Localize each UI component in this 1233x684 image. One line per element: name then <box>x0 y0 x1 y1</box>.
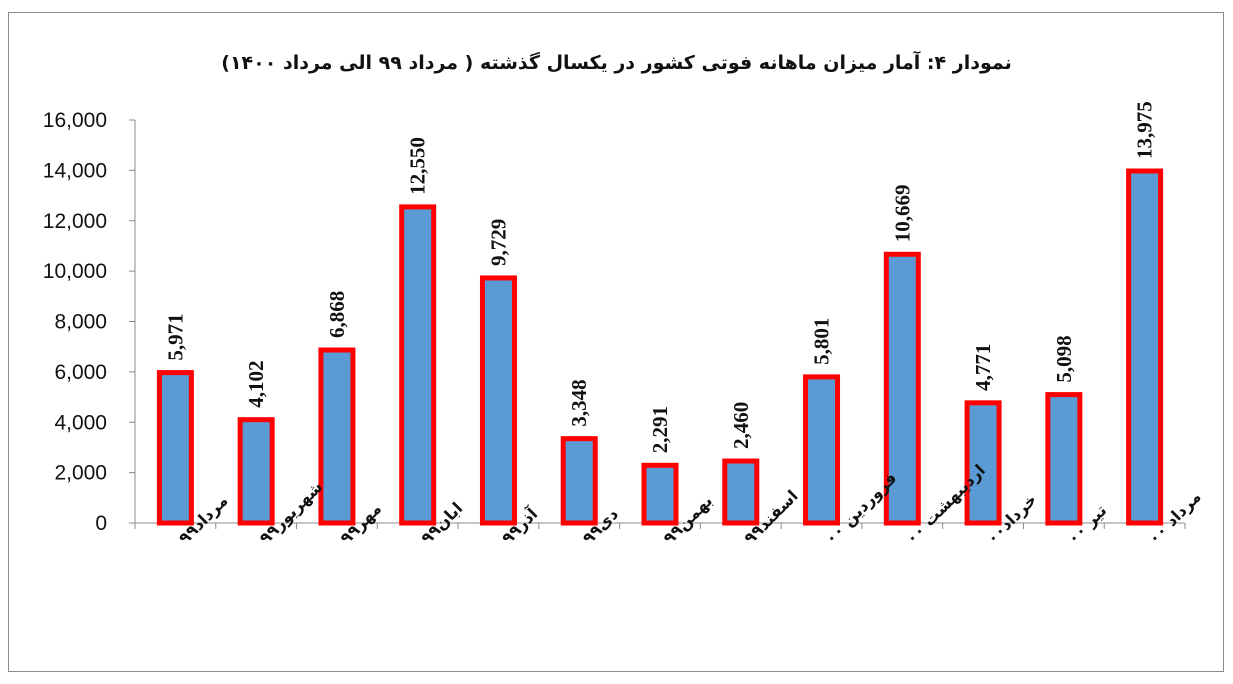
y-tick-label: 4,000 <box>54 411 107 434</box>
bar <box>883 251 921 526</box>
bar <box>237 417 275 526</box>
bar <box>1045 392 1083 526</box>
bar <box>803 374 841 526</box>
bar <box>318 347 356 526</box>
y-tick-label: 0 <box>95 512 107 535</box>
y-tick-label: 8,000 <box>54 311 107 334</box>
bar <box>964 400 1002 526</box>
data-label: 5,801 <box>810 318 834 365</box>
data-label: 5,971 <box>163 313 187 360</box>
bars <box>156 168 1164 526</box>
data-label: 9,729 <box>486 219 510 266</box>
y-tick-label: 12,000 <box>43 210 107 233</box>
data-label: 6,868 <box>325 291 349 338</box>
axes: 0 2,000 4,000 6,000 8,000 10,000 12,000 14,000 1… <box>43 109 1186 535</box>
y-tick-label: 6,000 <box>54 361 107 384</box>
data-label: 10,669 <box>890 185 914 243</box>
bar <box>1126 168 1164 526</box>
data-label: 2,291 <box>648 406 672 453</box>
data-label: 13,975 <box>1133 101 1157 159</box>
data-label: 4,771 <box>971 344 995 391</box>
data-label: 2,460 <box>729 402 753 449</box>
chart-title: نمودار ۴: آمار میزان ماهانه فوتی کشور در… <box>221 52 1012 74</box>
chart-frame <box>8 12 1224 672</box>
data-label: 3,348 <box>567 379 591 426</box>
bar <box>722 458 760 526</box>
data-label: 4,102 <box>244 360 268 407</box>
bar <box>641 462 679 526</box>
y-tick-label: 16,000 <box>43 109 107 132</box>
y-tick-label: 14,000 <box>43 159 107 182</box>
y-tick-label: 2,000 <box>54 462 107 485</box>
bar <box>479 275 517 526</box>
bar <box>560 436 598 526</box>
bar <box>399 204 437 526</box>
data-labels: 5,971 4,102 6,868 12,550 9,729 3,348 2,291 2,46… <box>163 101 1156 453</box>
data-label: 5,098 <box>1052 335 1076 382</box>
y-tick-label: 10,000 <box>43 260 107 283</box>
data-label: 12,550 <box>406 137 430 195</box>
bar <box>156 370 194 526</box>
